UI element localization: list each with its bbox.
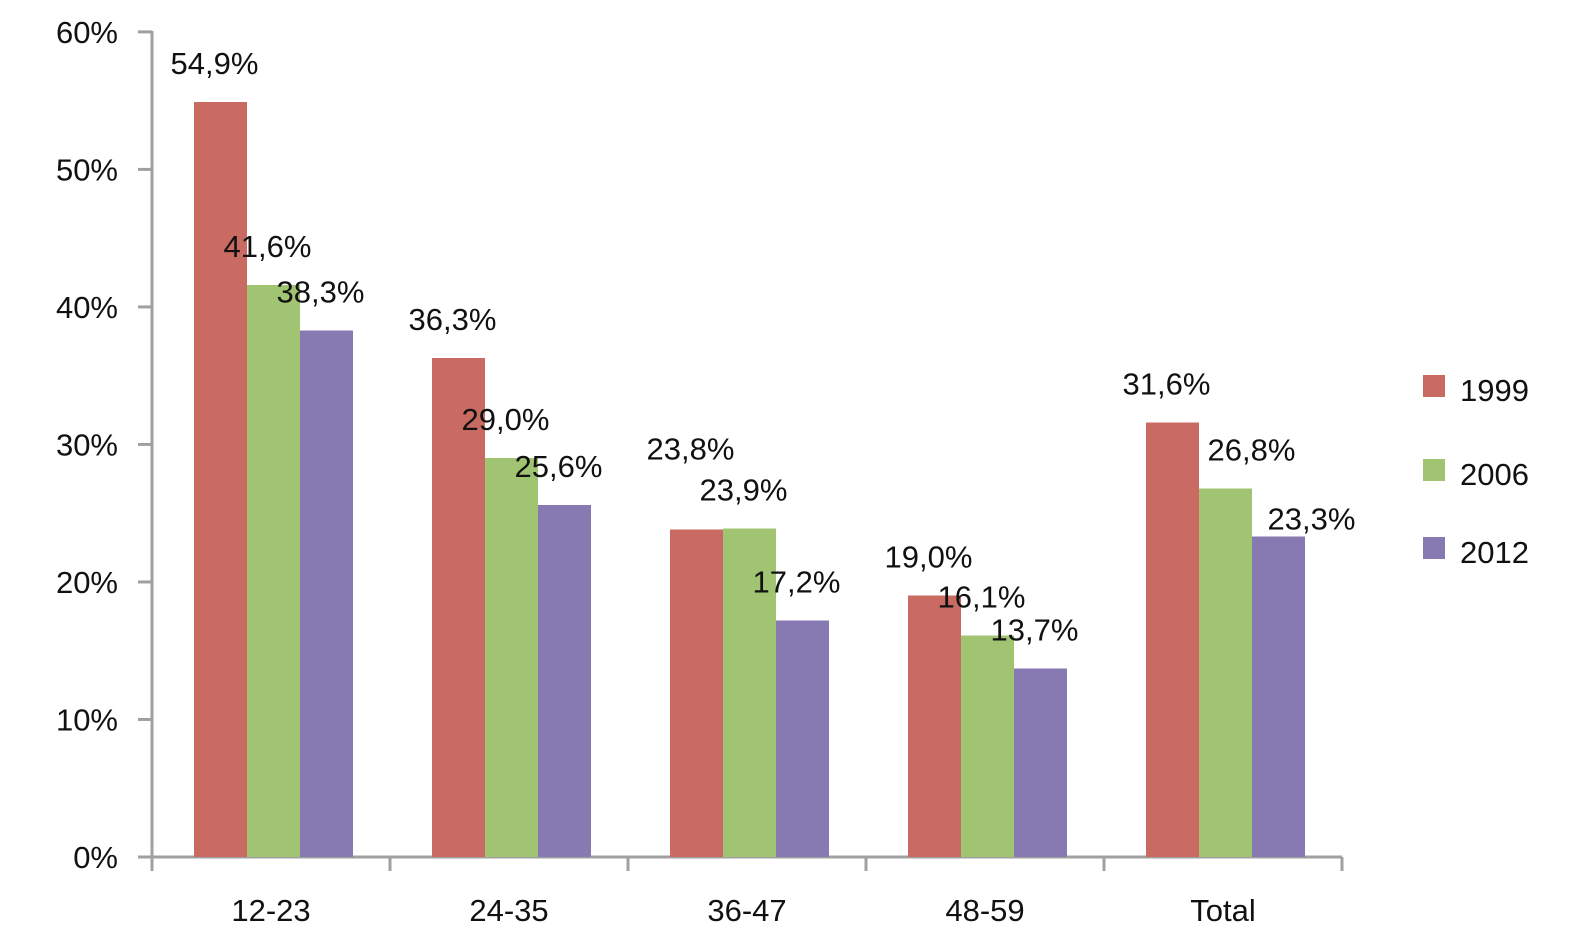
value-label-1999-12-23: 54,9% (171, 46, 259, 81)
bar-2006-Total (1199, 488, 1252, 857)
x-category-label: 36-47 (707, 893, 786, 928)
legend-swatch-2012 (1423, 537, 1445, 559)
y-tick-label: 10% (56, 702, 118, 737)
x-category-label: Total (1190, 893, 1255, 928)
legend-label-2006: 2006 (1460, 457, 1529, 492)
bar-1999-48-59 (908, 595, 961, 857)
bar-2012-48-59 (1014, 668, 1067, 857)
y-tick-label: 30% (56, 427, 118, 462)
value-label-1999-24-35: 36,3% (409, 302, 497, 337)
legend-swatch-2006 (1423, 459, 1445, 481)
legend-label-2012: 2012 (1460, 535, 1529, 570)
value-label-1999-Total: 31,6% (1123, 366, 1211, 401)
bar-1999-Total (1146, 422, 1199, 857)
bar-2006-24-35 (485, 458, 538, 857)
bar-1999-36-47 (670, 529, 723, 857)
bar-2012-Total (1252, 536, 1305, 857)
x-category-label: 48-59 (945, 893, 1024, 928)
bar-1999-12-23 (194, 102, 247, 857)
value-label-2006-24-35: 29,0% (462, 402, 550, 437)
value-label-2012-48-59: 13,7% (991, 613, 1079, 648)
y-tick-label: 40% (56, 290, 118, 325)
value-label-2012-24-35: 25,6% (515, 449, 603, 484)
legend-item-1999: 1999 (1423, 373, 1529, 408)
value-label-2006-36-47: 23,9% (700, 472, 788, 507)
value-label-2012-12-23: 38,3% (277, 274, 365, 309)
y-tick-label: 50% (56, 152, 118, 187)
bar-2006-48-59 (961, 635, 1014, 857)
legend-item-2006: 2006 (1423, 457, 1529, 492)
x-category-label: 24-35 (469, 893, 548, 928)
value-label-2012-36-47: 17,2% (753, 565, 841, 600)
value-label-2006-Total: 26,8% (1208, 432, 1296, 467)
bar-1999-24-35 (432, 357, 485, 857)
y-tick-label: 0% (73, 840, 118, 875)
y-tick-label: 20% (56, 565, 118, 600)
bar-2012-24-35 (538, 504, 591, 857)
legend-item-2012: 2012 (1423, 535, 1529, 570)
x-category-label: 12-23 (231, 893, 310, 928)
bar-2012-12-23 (300, 330, 353, 857)
value-label-1999-48-59: 19,0% (885, 540, 973, 575)
value-label-2006-12-23: 41,6% (224, 229, 312, 264)
bar-2006-36-47 (723, 528, 776, 857)
value-label-1999-36-47: 23,8% (647, 432, 735, 467)
value-label-2012-Total: 23,3% (1268, 502, 1356, 537)
legend-label-1999: 1999 (1460, 373, 1529, 408)
value-label-2006-48-59: 16,1% (938, 580, 1026, 615)
legend-swatch-1999 (1423, 375, 1445, 397)
bar-2012-36-47 (776, 620, 829, 857)
bar-2006-12-23 (247, 284, 300, 857)
y-tick-label: 60% (56, 15, 118, 50)
